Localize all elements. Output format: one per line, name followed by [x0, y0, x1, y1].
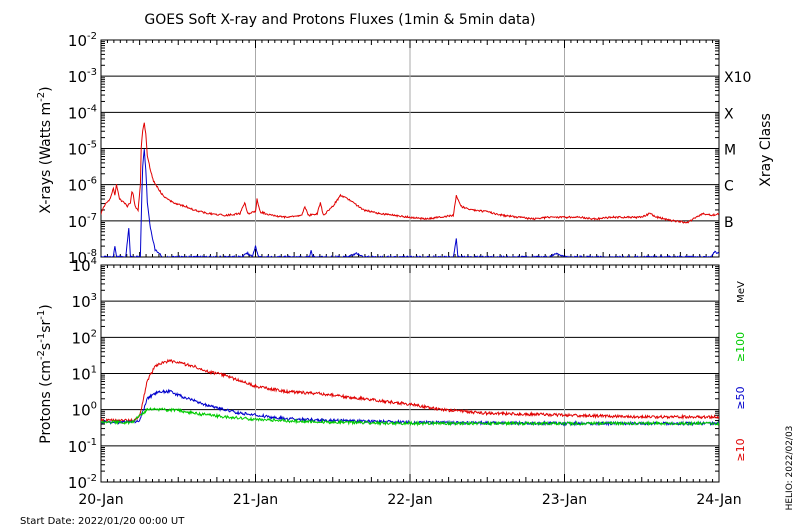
- x-tick-label: 22-Jan: [387, 492, 432, 508]
- proton-y-axis-label: Protons (cm-2s-1sr-1): [36, 304, 54, 443]
- series-line-blue: [101, 149, 719, 257]
- y-tick-label: 10-7: [68, 212, 97, 231]
- series-line-red: [101, 358, 719, 424]
- y-tick-label: 104: [72, 256, 97, 275]
- xray-y-axis-label: X-rays (Watts m-2): [36, 86, 54, 213]
- y-tick-label: 10-2: [68, 31, 97, 50]
- series-line-red: [101, 122, 719, 224]
- chart-title: GOES Soft X-ray and Protons Fluxes (1min…: [144, 12, 535, 28]
- helio-date-label: HELIO: 2022/02/03: [785, 426, 795, 511]
- xray-class-axis-label: Xray Class: [758, 113, 774, 187]
- xray-class-label: B: [724, 215, 734, 231]
- y-tick-label: 10-5: [68, 140, 97, 159]
- y-tick-label: 100: [72, 401, 97, 420]
- xray-class-label: M: [724, 143, 736, 159]
- y-tick-label: 10-1: [68, 437, 97, 456]
- y-tick-label: 103: [72, 292, 97, 311]
- energy-label: ≥10: [734, 438, 747, 461]
- y-tick-label: 10-3: [68, 67, 97, 86]
- y-tick-label: 10-6: [68, 176, 97, 195]
- xray-class-label: C: [724, 179, 734, 195]
- mev-label: MeV: [736, 281, 747, 303]
- xray-class-label: X: [724, 106, 734, 122]
- y-tick-label: 10-4: [68, 103, 97, 122]
- x-tick-label: 24-Jan: [696, 492, 741, 508]
- x-tick-label: 21-Jan: [233, 492, 278, 508]
- xray-panel: 10-8 10-7 10-6 10-5 10-4 10-3 10-2 B C M X X10: [68, 31, 751, 267]
- y-tick-label: 101: [72, 365, 97, 384]
- y-tick-label: 102: [72, 328, 97, 347]
- energy-label: ≥100: [734, 332, 747, 362]
- start-date-label: Start Date: 2022/01/20 00:00 UT: [20, 516, 185, 527]
- y-tick-label: 10-8: [68, 248, 97, 267]
- series-line-green: [101, 407, 719, 427]
- y-tick-label: 10-2: [68, 473, 97, 492]
- proton-panel: 10-2 10-1 100 101 102 103 104 ≥10 ≥50 ≥100 20-Jan 2…: [68, 256, 747, 508]
- x-tick-label: 23-Jan: [542, 492, 587, 508]
- energy-label: ≥50: [734, 386, 747, 409]
- xray-class-label: X10: [724, 70, 751, 86]
- x-tick-label: 20-Jan: [78, 492, 123, 508]
